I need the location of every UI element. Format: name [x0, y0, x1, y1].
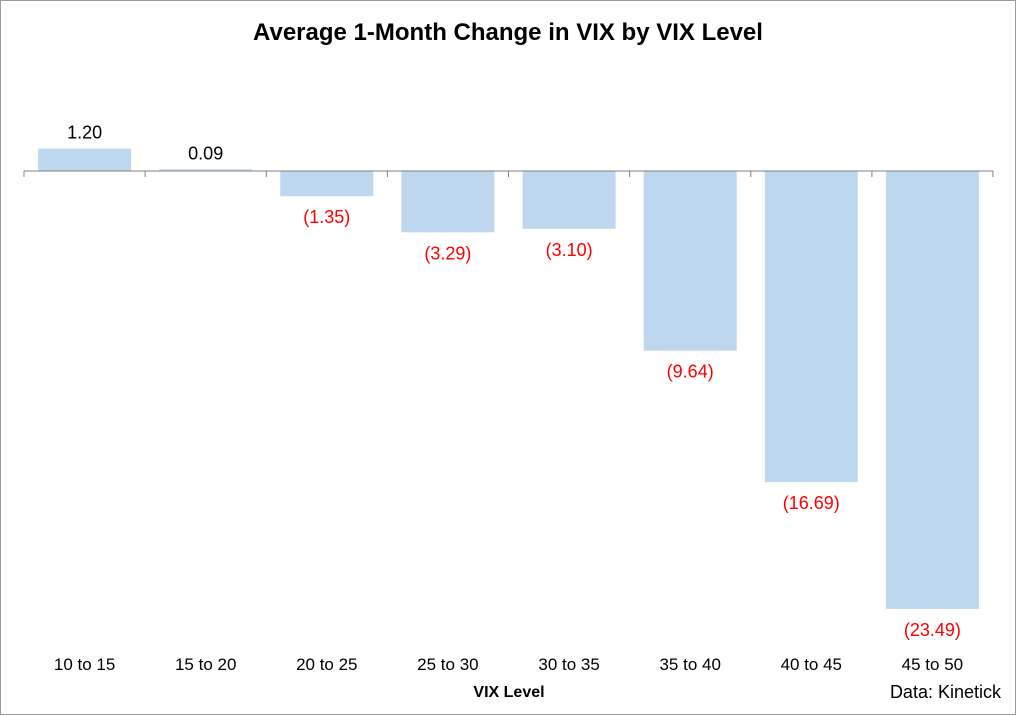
x-axis [23, 170, 994, 177]
category-label-7: 40 to 45 [781, 655, 842, 674]
category-label-6: 35 to 40 [659, 655, 720, 674]
chart-title: Average 1-Month Change in VIX by VIX Lev… [253, 19, 763, 46]
bar-4 [401, 171, 495, 233]
data-labels-group: 1.20 0.09 (1.35) (3.29) (3.10) (9.64) (16.69) (… [67, 123, 961, 640]
data-label-6: (9.64) [667, 362, 714, 382]
bar-5 [522, 171, 616, 229]
data-label-4: (3.29) [424, 243, 471, 263]
bar-1 [38, 148, 132, 171]
category-label-8: 45 to 50 [902, 655, 963, 674]
category-tick-labels-group: 10 to 15 15 to 20 20 to 25 25 to 30 30 to 35… [54, 655, 963, 674]
bar-3 [280, 171, 374, 197]
category-label-2: 15 to 20 [175, 655, 236, 674]
category-label-5: 30 to 35 [538, 655, 599, 674]
data-label-3: (1.35) [303, 207, 350, 227]
bar-8 [885, 171, 979, 609]
category-label-1: 10 to 15 [54, 655, 115, 674]
data-label-8: (23.49) [904, 620, 961, 640]
category-label-4: 25 to 30 [417, 655, 478, 674]
bar-7 [764, 171, 858, 483]
data-label-7: (16.69) [783, 493, 840, 513]
x-axis-title: VIX Level [473, 684, 545, 701]
data-label-2: 0.09 [188, 143, 223, 163]
category-label-3: 20 to 25 [296, 655, 357, 674]
data-label-5: (3.10) [546, 240, 593, 260]
bar-6 [643, 171, 737, 351]
bars-group [38, 148, 979, 609]
bar-2 [159, 169, 253, 171]
source-note: Data: Kinetick [889, 682, 1001, 702]
data-label-1: 1.20 [67, 123, 102, 143]
